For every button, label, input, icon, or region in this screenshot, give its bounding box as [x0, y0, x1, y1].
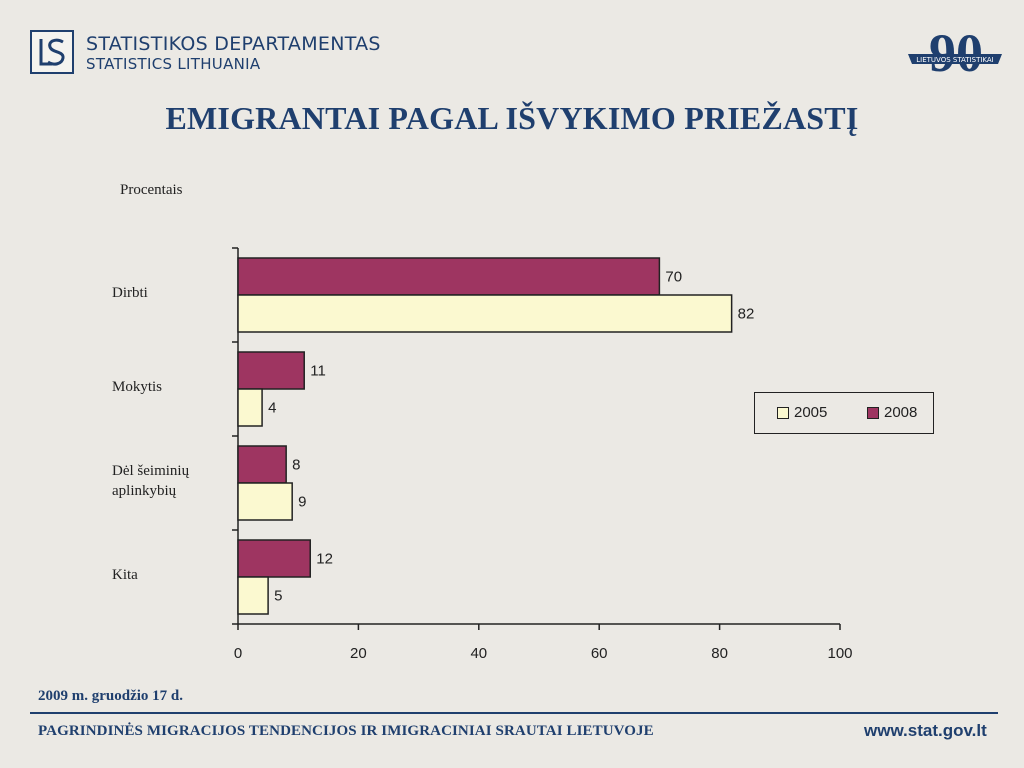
presentation-date: 2009 m. gruodžio 17 d.: [38, 688, 184, 704]
x-tick-label: 60: [591, 645, 608, 662]
page-title: EMIGRANTAI PAGAL IŠVYKIMO PRIEŽASTĮ: [165, 100, 859, 136]
org-name-lt: STATISTIKOS DEPARTAMENTAS: [86, 33, 381, 55]
logo: [30, 30, 74, 74]
x-tick-label: 80: [711, 645, 728, 662]
legend-label-2008: 2008: [884, 404, 918, 421]
x-tick-label: 100: [827, 645, 852, 662]
footer-divider: [30, 712, 998, 714]
anniversary-number: 90: [929, 24, 983, 80]
x-tick-label: 20: [350, 645, 367, 662]
category-label: Dėl šeiminių aplinkybių: [112, 463, 190, 499]
category-label: Mokytis: [112, 379, 163, 395]
data-label-2008: 12: [316, 551, 333, 568]
website-link[interactable]: www.stat.gov.lt: [864, 721, 987, 740]
x-tick-label: 0: [234, 645, 242, 662]
logo-mark-icon: [39, 38, 65, 66]
chart-legend: 2005 2008: [754, 392, 934, 434]
data-label-2008: 8: [292, 457, 300, 474]
bar-2008: [237, 257, 661, 296]
category-label: Dirbti: [112, 285, 148, 301]
data-label-2005: 82: [738, 306, 755, 323]
footer-title: PAGRINDINĖS MIGRACIJOS TENDENCIJOS IR IM…: [38, 723, 654, 739]
data-label-2005: 4: [268, 400, 276, 417]
legend-item-2008: 2008: [867, 404, 917, 421]
legend-label-2005: 2005: [794, 404, 828, 421]
bar-2008: [237, 539, 311, 578]
bar-2008: [237, 351, 305, 390]
category-label: Kita: [112, 567, 138, 583]
anniversary-logo: 90 LIETUVOS STATISTIKAI: [902, 23, 1008, 85]
unit-label: Procentais: [120, 182, 183, 198]
x-tick-label: 40: [470, 645, 487, 662]
data-label-2008: 70: [665, 269, 682, 286]
data-label-2005: 9: [298, 494, 306, 511]
anniversary-text: LIETUVOS STATISTIKAI: [916, 56, 994, 64]
data-label-2008: 11: [310, 363, 326, 380]
legend-item-2005: 2005: [777, 404, 827, 421]
bar-2005: [237, 482, 293, 521]
bar-2005: [237, 576, 269, 615]
bar-2005: [237, 388, 263, 427]
org-name-en: STATISTICS LITHUANIA: [86, 55, 261, 73]
bar-2008: [237, 445, 287, 484]
data-label-2005: 5: [274, 588, 282, 605]
bar-2005: [237, 294, 733, 333]
legend-swatch-2008: [867, 406, 879, 419]
legend-swatch-2005: [777, 406, 789, 419]
